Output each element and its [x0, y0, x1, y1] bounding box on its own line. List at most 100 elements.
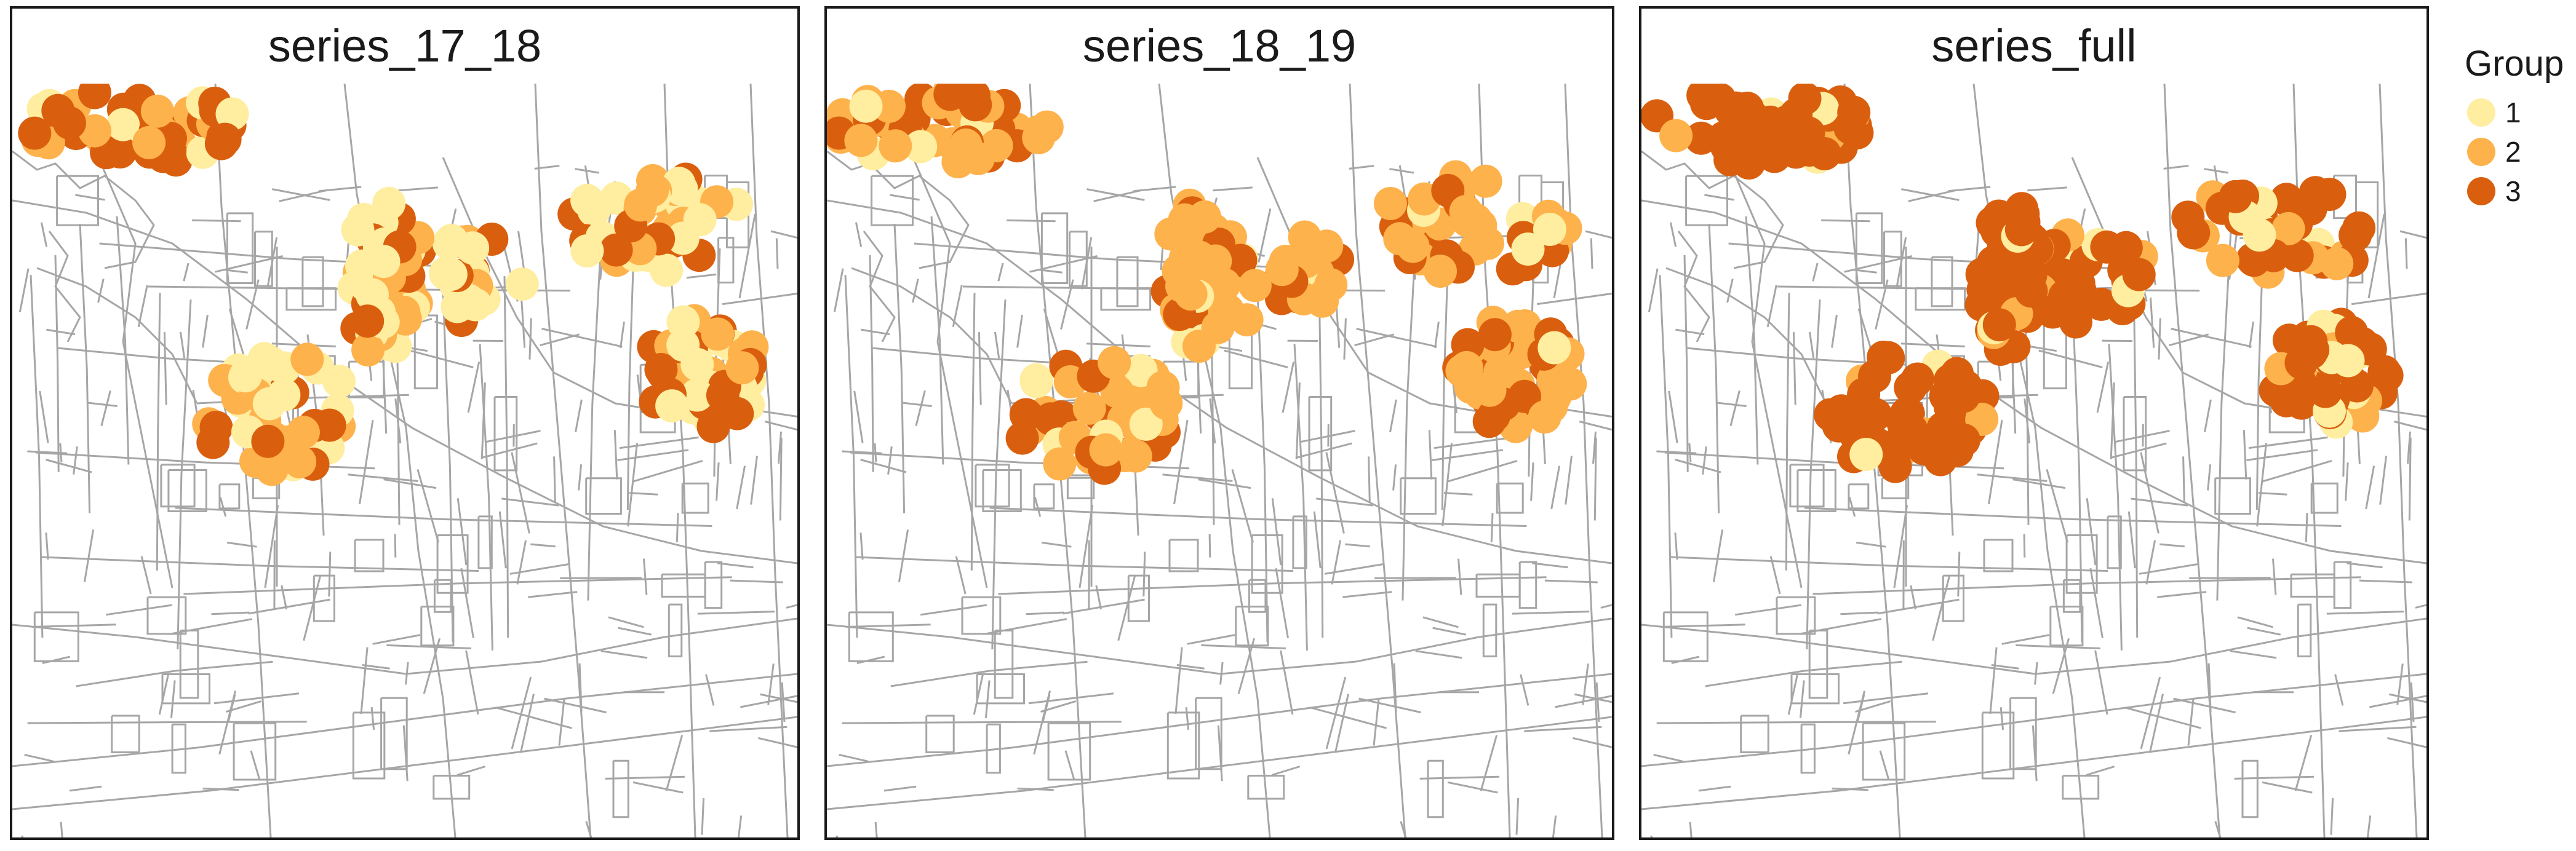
- point-group-2: [1238, 269, 1272, 303]
- road: [111, 714, 140, 753]
- road: [1419, 775, 1499, 780]
- road: [303, 575, 322, 641]
- road: [970, 293, 976, 571]
- road: [1883, 231, 1902, 287]
- road: [1017, 787, 1054, 791]
- road: [1345, 543, 1370, 548]
- road: [1325, 676, 1347, 750]
- road: [560, 577, 642, 579]
- road: [874, 821, 878, 837]
- road: [2189, 577, 2271, 579]
- point-group-3: [2004, 213, 2038, 247]
- road: [1324, 563, 1383, 575]
- road: [248, 598, 330, 615]
- point-layer: [1641, 84, 2404, 483]
- road: [202, 314, 209, 348]
- road: [161, 673, 210, 705]
- road: [1698, 785, 1731, 792]
- road: [984, 680, 991, 718]
- road: [1457, 558, 1462, 595]
- road: [952, 285, 963, 328]
- point-group-3: [18, 116, 52, 150]
- point-group-2: [1022, 121, 1056, 154]
- road: [676, 513, 679, 542]
- road: [417, 469, 440, 543]
- road: [1325, 452, 1345, 534]
- road: [1840, 611, 1879, 615]
- road: [46, 459, 92, 473]
- point-group-2: [872, 89, 906, 123]
- road: [2248, 436, 2328, 449]
- road: [925, 714, 955, 753]
- road: [1392, 464, 1397, 491]
- road: [2204, 399, 2212, 433]
- road: [343, 84, 457, 837]
- road: [394, 534, 397, 558]
- road: [177, 299, 192, 650]
- road: [171, 618, 253, 635]
- road: [1295, 382, 1301, 459]
- road: [1434, 321, 1440, 349]
- road: [2365, 465, 2375, 510]
- road: [413, 314, 438, 390]
- road: [1799, 680, 1805, 718]
- road: [1766, 285, 1777, 328]
- road: [2249, 321, 2254, 349]
- point-group-1: [683, 203, 717, 237]
- legend-label: 1: [2505, 97, 2521, 129]
- road: [2241, 759, 2259, 818]
- road: [32, 623, 116, 628]
- road: [2132, 276, 2139, 638]
- legend-key-circle: [2467, 98, 2495, 127]
- point-group-1: [680, 378, 714, 412]
- road: [1705, 660, 1902, 687]
- point-group-3: [599, 233, 633, 267]
- point-group-1: [904, 130, 938, 164]
- road: [56, 175, 99, 226]
- road: [2034, 662, 2038, 685]
- road: [2009, 697, 2037, 770]
- point-group-2: [2206, 243, 2239, 277]
- road: [245, 279, 260, 330]
- point-group-2: [1424, 255, 1457, 288]
- road: [1064, 750, 1075, 780]
- facet-strip: series_17_18: [10, 6, 800, 86]
- road: [1555, 695, 1612, 708]
- road: [1656, 450, 1697, 454]
- legend-key-circle: [2467, 138, 2495, 166]
- point-group-1: [505, 267, 539, 301]
- road: [254, 231, 273, 287]
- road: [986, 723, 1001, 774]
- road: [1745, 216, 1759, 465]
- road: [1374, 577, 1456, 579]
- road: [585, 821, 592, 837]
- road: [2294, 735, 2313, 791]
- road: [457, 766, 486, 776]
- road: [1821, 219, 1870, 223]
- road: [1536, 292, 1612, 306]
- road: [460, 568, 474, 638]
- road: [1579, 421, 1612, 431]
- road: [511, 676, 532, 750]
- road: [749, 84, 789, 837]
- road: [2339, 726, 2417, 732]
- road: [1142, 552, 1146, 597]
- road: [2086, 766, 2115, 776]
- road: [2000, 707, 2004, 730]
- road: [1162, 473, 1233, 482]
- road: [1248, 579, 1267, 613]
- road: [1931, 256, 1953, 307]
- road: [158, 673, 170, 715]
- road: [1173, 419, 1189, 505]
- road: [717, 562, 754, 569]
- road: [955, 556, 967, 595]
- road: [88, 402, 118, 407]
- point-group-2: [1314, 268, 1348, 302]
- road: [226, 700, 262, 713]
- road: [383, 478, 437, 489]
- road: [2107, 515, 2122, 569]
- road: [1389, 399, 1397, 433]
- road: [1855, 700, 1891, 713]
- road: [1039, 269, 1063, 274]
- road: [1040, 700, 1077, 713]
